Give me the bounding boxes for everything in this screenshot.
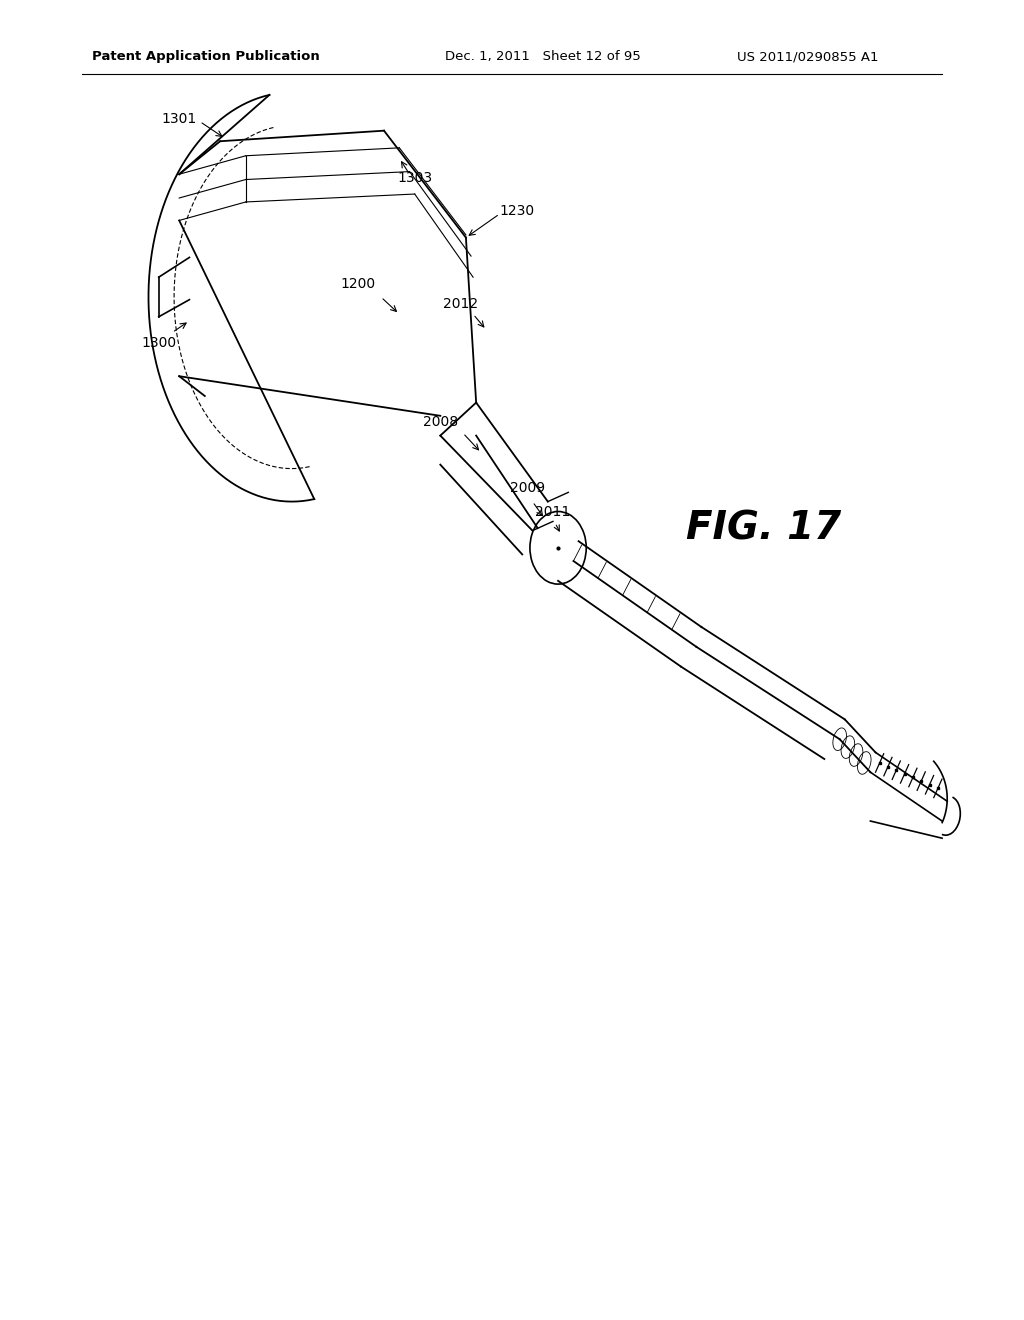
Text: 1303: 1303 [397, 172, 432, 185]
Text: US 2011/0290855 A1: US 2011/0290855 A1 [737, 50, 879, 63]
Text: 2009: 2009 [510, 482, 545, 495]
Text: 1200: 1200 [341, 277, 376, 290]
Text: 2008: 2008 [423, 416, 458, 429]
Text: FIG. 17: FIG. 17 [686, 510, 841, 546]
Text: 2011: 2011 [536, 506, 570, 519]
Text: 2012: 2012 [443, 297, 478, 310]
Text: 1300: 1300 [141, 337, 176, 350]
Text: 1301: 1301 [162, 112, 197, 125]
Text: Dec. 1, 2011   Sheet 12 of 95: Dec. 1, 2011 Sheet 12 of 95 [445, 50, 641, 63]
Text: 1230: 1230 [500, 205, 535, 218]
Text: Patent Application Publication: Patent Application Publication [92, 50, 319, 63]
